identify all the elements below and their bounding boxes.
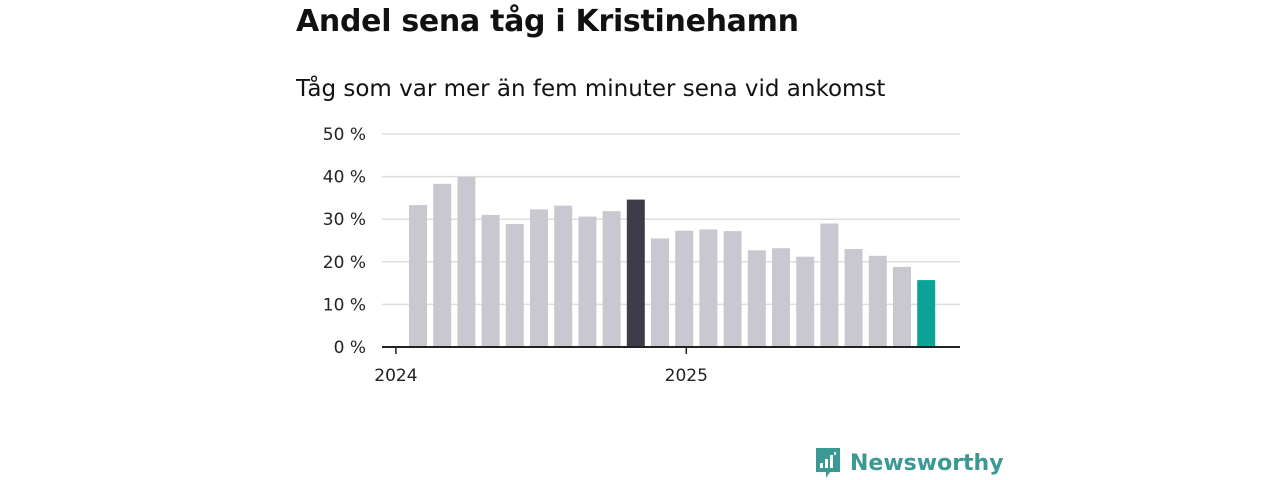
bar [747, 250, 766, 347]
bar [457, 177, 476, 347]
bar [820, 223, 839, 347]
bar [578, 216, 597, 347]
bar [868, 255, 887, 347]
x-axis-ticks: 2024 2025 [374, 347, 708, 386]
bar [796, 256, 815, 347]
y-axis-ticks: 0 % 10 % 20 % 30 % 40 % 50 % [323, 125, 366, 358]
bar [699, 229, 718, 347]
bar [844, 249, 863, 347]
bar [772, 248, 790, 347]
bar [723, 231, 742, 347]
grid-lines [382, 133, 960, 306]
bar [917, 280, 936, 347]
y-tick-label: 50 % [323, 125, 366, 145]
y-tick-label: 20 % [323, 253, 366, 273]
bar [675, 230, 694, 347]
y-tick-label: 0 % [334, 338, 366, 358]
bar [626, 199, 645, 347]
bar [602, 211, 621, 347]
y-tick-label: 30 % [323, 210, 366, 230]
bar [409, 205, 427, 347]
chart-title: Andel sena tåg i Kristinehamn [296, 4, 799, 39]
bar [481, 214, 500, 347]
y-tick-label: 40 % [323, 168, 366, 188]
newsworthy-logo-icon [816, 448, 840, 478]
bar [505, 223, 524, 347]
x-tick-label: 2025 [665, 366, 708, 386]
newsworthy-brand[interactable]: Newsworthy [814, 446, 1004, 480]
bars [409, 177, 936, 347]
brand-name: Newsworthy [850, 450, 1004, 476]
x-tick-label: 2024 [374, 366, 417, 386]
bar [530, 209, 548, 347]
bar [554, 205, 573, 347]
y-tick-label: 10 % [323, 295, 366, 315]
bar [651, 238, 669, 347]
bar [893, 266, 911, 347]
bar [433, 183, 452, 347]
chart-subtitle: Tåg som var mer än fem minuter sena vid … [296, 76, 886, 102]
